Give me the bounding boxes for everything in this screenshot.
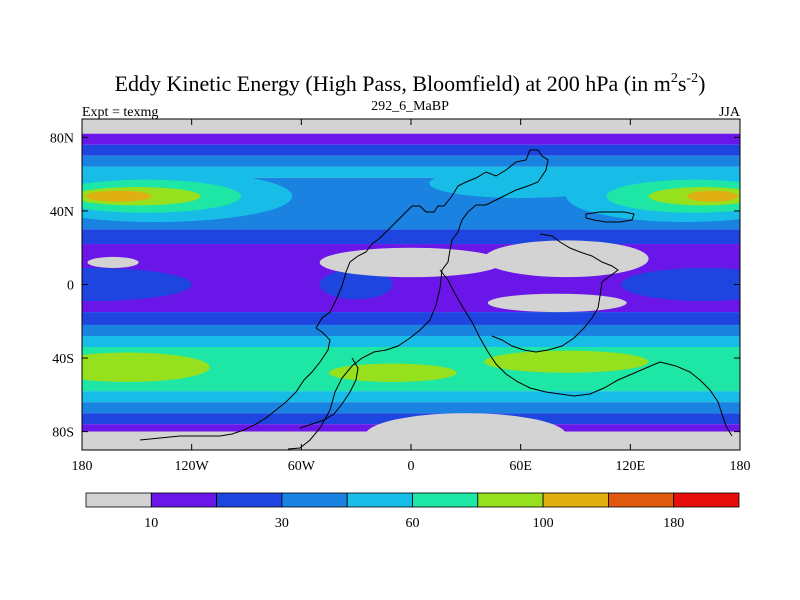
coastline-antarctic-peninsula <box>299 357 359 429</box>
x-tick-label: 180 <box>72 459 93 474</box>
x-tick-label: 180 <box>730 459 751 474</box>
field-blob-12 <box>82 352 210 382</box>
field-blob-14 <box>328 363 457 382</box>
y-tick-label: 80S <box>52 426 74 441</box>
subtitle-left: Expt = texmg <box>82 105 158 120</box>
subtitle-right: JJA <box>719 105 741 120</box>
field-blob-10 <box>621 267 740 302</box>
colorbar-swatch <box>477 492 544 508</box>
y-tick-label: 0 <box>67 279 74 294</box>
field-band-13 <box>82 402 740 414</box>
field-blob-11 <box>319 269 393 300</box>
field-band-8 <box>82 312 740 325</box>
x-tick-label: 60E <box>509 459 532 474</box>
field-band-10 <box>82 335 740 348</box>
field-blob-8 <box>429 168 613 199</box>
field-blob-7 <box>686 190 739 202</box>
field-blob-3 <box>85 190 152 202</box>
field-band-4 <box>82 166 740 178</box>
colorbar-label: 180 <box>663 516 684 531</box>
colorbar-label: 10 <box>144 516 158 531</box>
colorbar-label: 100 <box>533 516 554 531</box>
y-axis: 80N 40N 0 40S 80S <box>50 131 740 441</box>
y-tick-label: 40S <box>52 352 74 367</box>
x-axis: 180 120W 60W 0 60E 120E 180 <box>72 119 751 474</box>
colorbar-swatch <box>673 492 740 508</box>
colorbar-swatch <box>412 492 479 508</box>
colorbar-swatch <box>608 492 675 508</box>
field-band-3 <box>82 155 740 167</box>
coastline-australia <box>585 211 635 223</box>
x-tick-label: 120W <box>175 459 210 474</box>
coastline-eurasia <box>491 233 619 353</box>
field-blob-15 <box>87 256 139 268</box>
x-tick-label: 60W <box>288 459 316 474</box>
field-blob-18 <box>487 293 627 313</box>
coastline-south-america <box>139 327 331 441</box>
y-tick-label: 40N <box>50 205 74 220</box>
field-blob-16 <box>319 247 503 278</box>
colorbar-swatch <box>85 492 152 508</box>
colorbar-swatch <box>150 492 218 508</box>
coastline-outlines <box>139 149 733 450</box>
colorbar-swatch <box>346 492 413 508</box>
coastline-north-america <box>287 149 549 450</box>
field-band-1 <box>82 133 740 145</box>
colorbar-swatch <box>542 492 609 508</box>
field-blob-13 <box>484 350 649 373</box>
colorbar-label: 60 <box>406 516 420 531</box>
field-blob-9 <box>82 267 192 302</box>
colorbar: 10 30 60 100 180 <box>85 492 740 531</box>
chart-title: Eddy Kinetic Energy (High Pass, Bloomfie… <box>115 71 706 96</box>
y-tick-label: 80N <box>50 131 74 146</box>
colorbar-label: 30 <box>275 516 289 531</box>
colorbar-swatch <box>281 492 348 508</box>
field-band-2 <box>82 144 740 156</box>
coastline-africa <box>439 269 733 437</box>
subtitle-center: 292_6_MaBP <box>371 99 449 114</box>
field-blob-17 <box>484 240 649 278</box>
colorbar-swatch <box>216 492 283 508</box>
field-band-12 <box>82 391 740 403</box>
field-band-9 <box>82 324 740 336</box>
x-tick-label: 120E <box>616 459 646 474</box>
field-band-0 <box>82 119 740 134</box>
field-blob-19 <box>365 413 567 450</box>
eke-field <box>82 119 740 450</box>
x-tick-label: 0 <box>408 459 415 474</box>
field-band-6 <box>82 229 740 245</box>
